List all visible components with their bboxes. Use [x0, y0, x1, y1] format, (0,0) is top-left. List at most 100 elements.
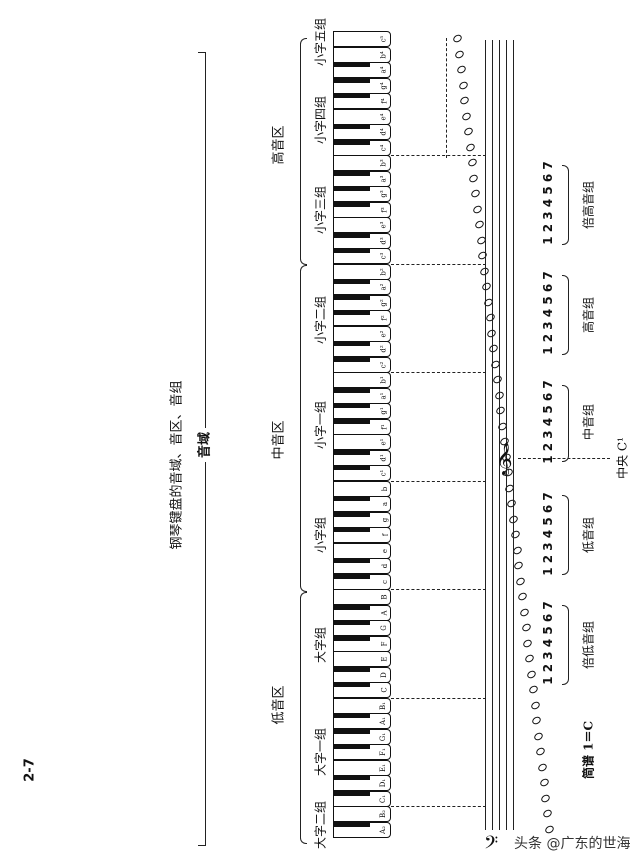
key-label: g¹: [379, 407, 388, 415]
key-label: G: [380, 625, 389, 631]
key-label: f⁴: [380, 98, 389, 104]
white-key[interactable]: e³: [333, 217, 391, 233]
key-label: b²: [379, 267, 388, 276]
white-key[interactable]: B₂: [333, 806, 391, 822]
key-label: f³: [380, 206, 389, 213]
staff-line: [492, 40, 493, 830]
jianpu-group-label: 中音组: [581, 403, 596, 441]
jianpu-digits: 1 2 3 4 5 6 7: [541, 161, 555, 245]
key-label: b: [380, 486, 389, 491]
note-head: [543, 823, 556, 835]
key-label: d⁴: [379, 128, 388, 136]
note-head: [515, 575, 527, 587]
note-head: [516, 591, 529, 602]
note-head: [509, 529, 521, 540]
white-key[interactable]: e²: [333, 325, 391, 342]
key-label: B₂: [379, 810, 388, 818]
white-key[interactable]: B₁: [333, 697, 391, 714]
treble-clef-icon: 𝄞: [496, 442, 513, 475]
key-label: d: [380, 563, 389, 569]
jianpu-digits: 1 2 3 4 5 6 7: [541, 492, 555, 576]
note-head: [484, 312, 496, 323]
white-key[interactable]: E₁: [333, 759, 391, 776]
watermark: 头条 @广东的世海: [514, 836, 631, 852]
jianpu-bracket: [562, 495, 569, 575]
key-label: g³: [379, 190, 388, 198]
key-label: g⁴: [379, 81, 388, 90]
key-label: e⁴: [379, 113, 388, 120]
note-head: [520, 622, 532, 633]
key-label: G₁: [378, 732, 387, 741]
register-high-bracket: [300, 38, 307, 265]
key-label: A₂: [379, 825, 388, 834]
middle-c-label: 中央 C¹: [615, 437, 630, 479]
ledger-guide: [446, 38, 447, 158]
octave-guide-line: [391, 806, 486, 807]
white-key[interactable]: E: [333, 651, 391, 667]
register-low-bracket: [300, 592, 307, 844]
key-label: a¹: [379, 392, 388, 399]
jianpu-group-label: 倍低音组: [581, 620, 596, 670]
key-label: D₁: [378, 778, 387, 788]
key-label: E: [380, 656, 389, 662]
note-head: [506, 498, 518, 509]
jianpu-bracket: [562, 605, 569, 685]
middle-c-line: [518, 458, 610, 459]
note-head: [477, 250, 489, 261]
note-head: [524, 653, 536, 664]
white-key[interactable]: b³: [333, 155, 391, 171]
note-head: [470, 188, 482, 199]
jianpu-bracket: [562, 165, 569, 245]
octave-guide-line: [391, 263, 486, 265]
key-label: g²: [379, 298, 388, 307]
range-line-cap-bottom: [198, 845, 206, 846]
white-key[interactable]: b²: [333, 263, 391, 280]
white-key[interactable]: e⁴: [333, 108, 391, 125]
white-key[interactable]: c⁵: [333, 31, 391, 47]
white-key[interactable]: b: [333, 480, 391, 497]
key-label: B₁: [379, 701, 388, 710]
key-label: a⁴: [379, 66, 388, 74]
note-head: [461, 110, 473, 122]
note-head: [522, 637, 534, 649]
white-key[interactable]: b¹: [333, 372, 391, 388]
note-head: [491, 374, 503, 385]
jianpu-bracket: [562, 385, 569, 462]
white-key[interactable]: e¹: [333, 434, 391, 450]
key-label: g: [380, 517, 389, 522]
jianpu-group-label: 低音组: [581, 516, 596, 554]
white-key[interactable]: b⁴: [333, 46, 391, 63]
white-key[interactable]: B: [333, 589, 391, 605]
white-key[interactable]: e: [333, 542, 391, 559]
octave-guide-line: [391, 372, 486, 373]
key-label: b¹: [379, 376, 388, 384]
key-label: c: [381, 579, 390, 584]
note-head: [471, 203, 484, 215]
key-label: C₁: [378, 794, 387, 803]
octave-guide-line: [391, 697, 486, 699]
key-label: e¹: [379, 438, 388, 446]
note-head: [527, 684, 539, 695]
note-head: [536, 761, 548, 773]
key-label: f²: [380, 315, 389, 321]
jianpu-digits: 1 2 3 4 5 6 7: [541, 380, 555, 464]
jianpu-bracket: [562, 275, 569, 355]
note-head: [538, 777, 550, 788]
range-line-cap-top: [198, 52, 206, 53]
key-label: e²: [379, 330, 388, 337]
note-head: [452, 33, 464, 44]
key-label: c⁵: [379, 35, 388, 43]
key-label: c¹: [379, 469, 388, 477]
note-head: [462, 126, 475, 137]
key-label: B: [380, 594, 389, 600]
key-label: D: [380, 671, 389, 678]
note-head: [533, 730, 545, 742]
jianpu-digits: 1 2 3 4 5 6 7: [541, 601, 555, 685]
key-label: f¹: [380, 423, 389, 430]
key-label: F: [380, 641, 389, 646]
key-label: e: [380, 548, 389, 553]
key-label: A: [380, 609, 389, 616]
note-head: [495, 405, 507, 416]
key-label: E₁: [379, 763, 388, 772]
